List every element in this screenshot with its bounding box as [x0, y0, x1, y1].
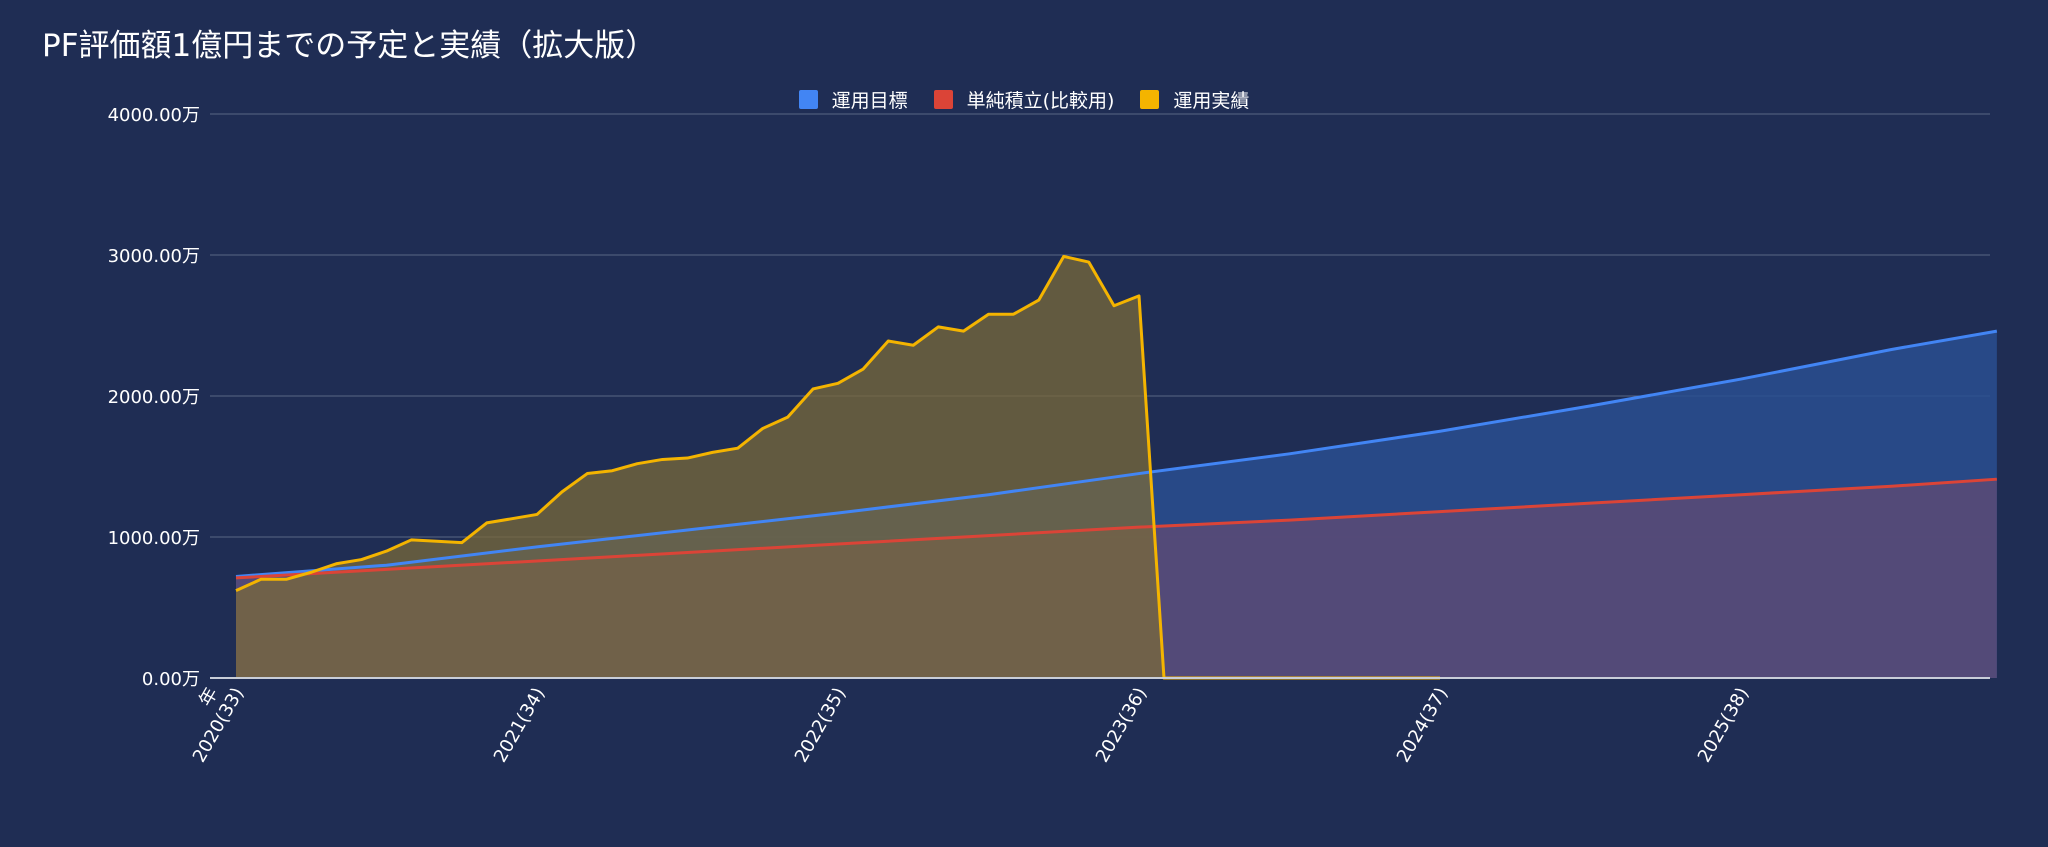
legend-label-actual: 運用実績 — [1173, 90, 1250, 112]
legend-label-target: 運用目標 — [831, 90, 908, 112]
legend-label-simple: 単純積立(比較用) — [966, 90, 1115, 112]
x-tick-label: 2022(35) — [791, 684, 851, 766]
x-tick-label: 2023(36) — [1092, 684, 1152, 766]
x-tick-label: 2025(38) — [1694, 684, 1754, 766]
y-tick-label: 3000.00万 — [108, 246, 200, 267]
legend-item-target[interactable]: 運用目標 — [798, 86, 908, 113]
area-fills — [236, 256, 1997, 678]
x-tick-label: 2024(37) — [1393, 684, 1453, 766]
chart-title: PF評価額1億円までの予定と実績（拡大版） — [42, 28, 657, 64]
y-tick-labels: 0.00万 1000.00万 2000.00万 3000.00万 4000.00万 — [108, 105, 200, 690]
line-target — [235, 329, 1998, 578]
legend-swatch-simple — [933, 90, 953, 109]
y-tick-label: 4000.00万 — [108, 105, 200, 126]
x-tick-label: 2021(34) — [490, 684, 550, 766]
y-tick-label: 0.00万 — [142, 669, 200, 690]
y-tick-label: 1000.00万 — [108, 528, 200, 549]
legend: 運用目標 単純積立(比較用) 運用実績 — [0, 86, 2048, 113]
legend-item-simple[interactable]: 単純積立(比較用) — [933, 86, 1115, 113]
legend-swatch-actual — [1140, 90, 1160, 109]
y-tick-label: 2000.00万 — [108, 387, 200, 408]
area-actual — [236, 256, 1440, 678]
legend-swatch-target — [798, 90, 818, 109]
line-simple — [235, 477, 1997, 580]
legend-item-actual[interactable]: 運用実績 — [1140, 86, 1249, 113]
